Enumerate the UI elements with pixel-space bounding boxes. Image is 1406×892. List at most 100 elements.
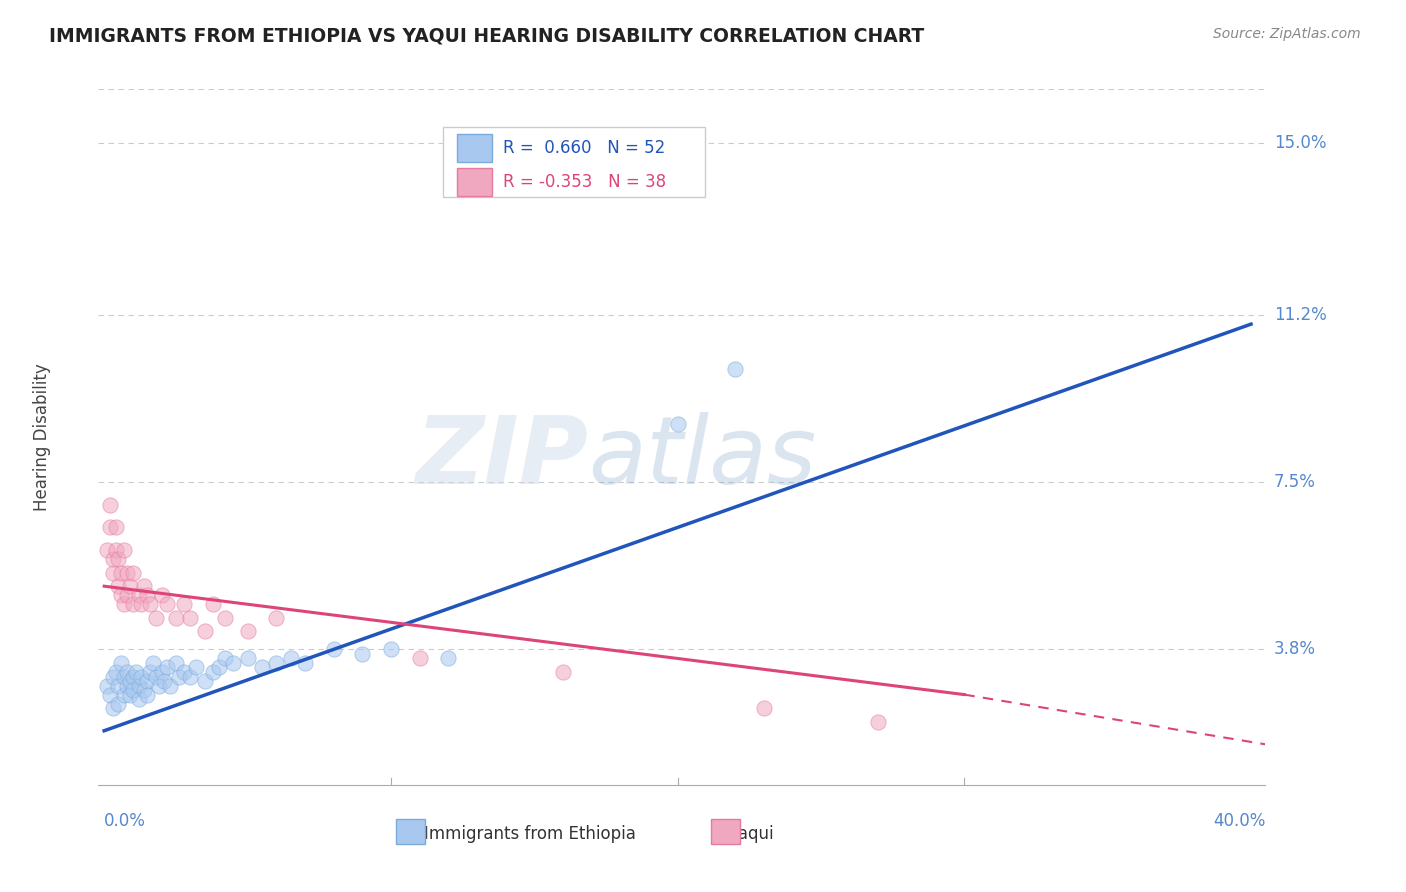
Text: 40.0%: 40.0%: [1213, 812, 1265, 830]
Point: [136, 674, 159, 689]
Point: [118, 688, 141, 702]
Point: [380, 642, 402, 657]
Point: [115, 566, 138, 580]
Text: Source: ZipAtlas.com: Source: ZipAtlas.com: [1213, 27, 1361, 41]
Point: [104, 543, 127, 558]
Point: [179, 611, 201, 625]
Point: [134, 683, 156, 698]
Point: [112, 669, 135, 683]
Point: [236, 624, 259, 639]
Point: [136, 588, 159, 602]
Point: [752, 701, 775, 715]
Point: [139, 597, 162, 611]
Point: [322, 642, 344, 657]
Text: Hearing Disability: Hearing Disability: [34, 363, 52, 511]
FancyBboxPatch shape: [457, 168, 492, 195]
Point: [145, 611, 167, 625]
Point: [280, 651, 302, 665]
Point: [110, 566, 132, 580]
Point: [145, 669, 167, 683]
Point: [222, 656, 245, 670]
Point: [101, 566, 124, 580]
Point: [121, 566, 143, 580]
Point: [121, 683, 143, 698]
Point: [408, 651, 430, 665]
Point: [236, 651, 259, 665]
Point: [153, 674, 176, 689]
Point: [868, 714, 890, 729]
Point: [128, 679, 150, 693]
Point: [121, 597, 143, 611]
Text: 11.2%: 11.2%: [1274, 306, 1327, 324]
Point: [150, 665, 173, 679]
Point: [128, 588, 150, 602]
Text: atlas: atlas: [589, 412, 817, 503]
Point: [214, 611, 236, 625]
Point: [150, 588, 173, 602]
Point: [112, 543, 135, 558]
Point: [173, 665, 195, 679]
Text: R =  0.660   N = 52: R = 0.660 N = 52: [503, 139, 665, 157]
Text: 3.8%: 3.8%: [1274, 640, 1316, 658]
FancyBboxPatch shape: [443, 128, 706, 197]
Point: [118, 674, 141, 689]
Point: [131, 669, 153, 683]
FancyBboxPatch shape: [457, 135, 492, 162]
Point: [264, 656, 287, 670]
Point: [551, 665, 574, 679]
Point: [128, 692, 150, 706]
Point: [250, 660, 273, 674]
Point: [159, 679, 181, 693]
Text: 7.5%: 7.5%: [1274, 474, 1316, 491]
Point: [118, 579, 141, 593]
Point: [115, 665, 138, 679]
Point: [112, 597, 135, 611]
Point: [121, 669, 143, 683]
FancyBboxPatch shape: [396, 819, 425, 844]
Point: [142, 656, 165, 670]
Point: [107, 552, 129, 566]
Point: [98, 498, 121, 512]
Point: [352, 647, 374, 661]
Point: [165, 611, 187, 625]
Point: [134, 579, 156, 593]
Text: ZIP: ZIP: [416, 412, 589, 504]
Point: [98, 688, 121, 702]
Point: [139, 665, 162, 679]
Point: [264, 611, 287, 625]
Point: [294, 656, 316, 670]
Point: [107, 679, 129, 693]
Point: [110, 588, 132, 602]
Text: R = -0.353   N = 38: R = -0.353 N = 38: [503, 173, 666, 191]
Text: Yaqui: Yaqui: [730, 825, 773, 843]
Text: Immigrants from Ethiopia: Immigrants from Ethiopia: [425, 825, 636, 843]
Point: [96, 679, 118, 693]
Point: [98, 520, 121, 534]
Point: [202, 665, 225, 679]
Point: [437, 651, 460, 665]
Point: [115, 588, 138, 602]
Point: [184, 660, 207, 674]
Point: [125, 665, 148, 679]
Point: [112, 688, 135, 702]
Point: [724, 362, 747, 376]
Point: [136, 688, 159, 702]
Text: 0.0%: 0.0%: [104, 812, 146, 830]
Point: [107, 697, 129, 711]
Point: [148, 679, 170, 693]
Point: [173, 597, 195, 611]
Point: [96, 543, 118, 558]
Point: [110, 656, 132, 670]
Point: [156, 597, 179, 611]
FancyBboxPatch shape: [711, 819, 741, 844]
Point: [167, 669, 190, 683]
Point: [666, 417, 689, 431]
Point: [193, 674, 215, 689]
Point: [104, 520, 127, 534]
Point: [156, 660, 179, 674]
Point: [208, 660, 231, 674]
Point: [131, 597, 153, 611]
Point: [115, 679, 138, 693]
Point: [107, 579, 129, 593]
Point: [214, 651, 236, 665]
